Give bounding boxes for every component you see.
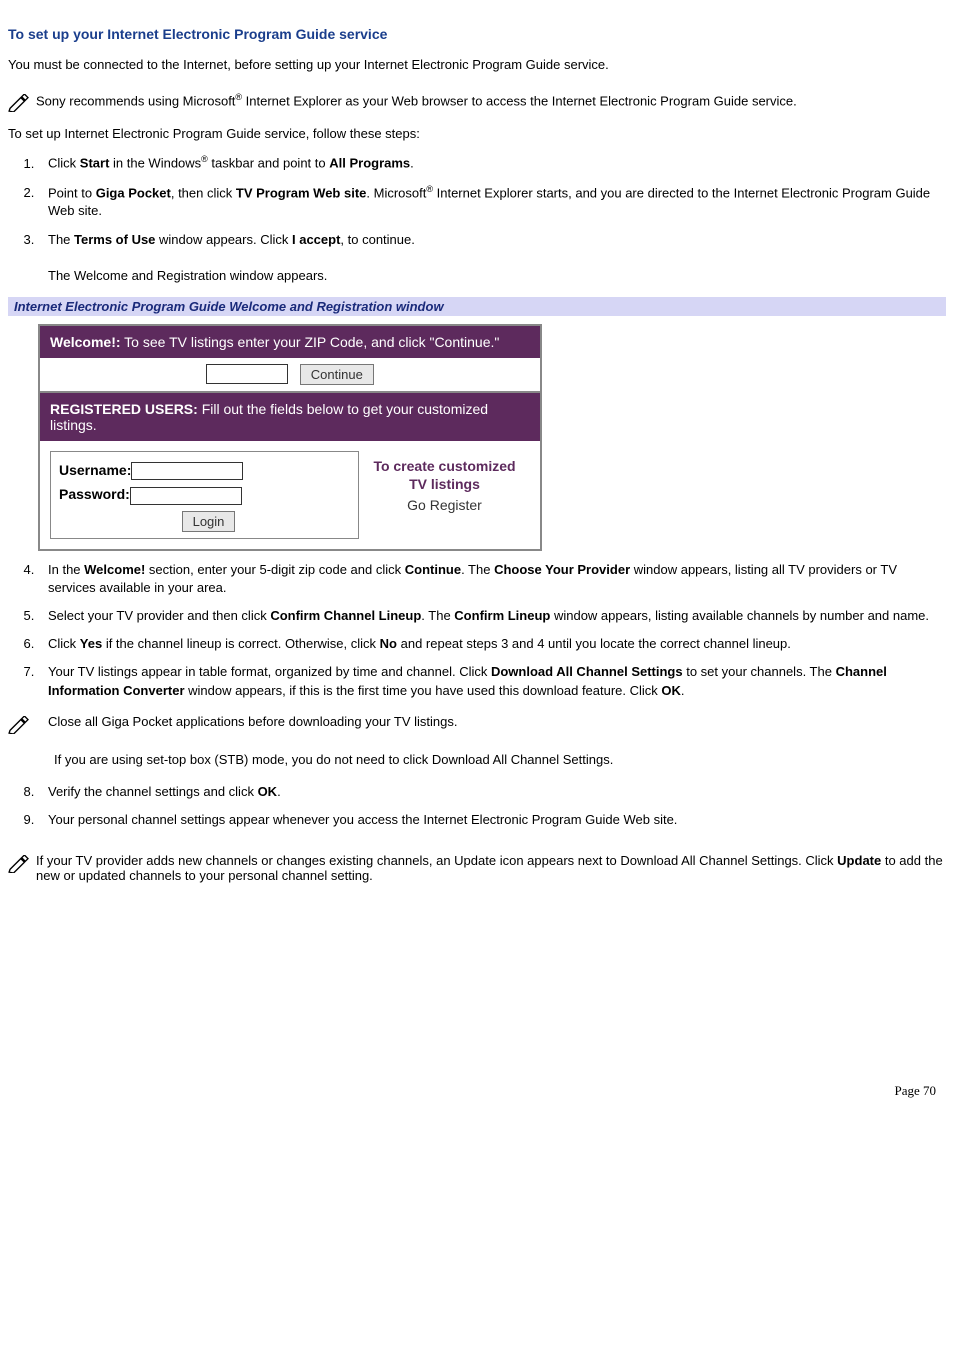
login-button[interactable]: Login [182,511,236,532]
page-number: Page 70 [8,1083,946,1099]
steps-intro: To set up Internet Electronic Program Gu… [8,125,946,143]
step-6: Click Yes if the channel lineup is corre… [38,635,946,653]
go-register-link[interactable]: Go Register [367,497,522,513]
zip-input[interactable] [206,364,288,384]
welcome-header: Welcome!: To see TV listings enter your … [40,326,540,358]
document-page: To set up your Internet Electronic Progr… [8,26,946,1099]
step-4: In the Welcome! section, enter your 5-di… [38,561,946,597]
note-block: Sony recommends using Microsoft® Interne… [8,92,946,115]
inline-note-sub: If you are using set-top box (STB) mode,… [54,751,946,769]
username-input[interactable] [131,462,243,480]
pencil-note-icon [8,92,36,115]
step-1: Click Start in the Windows® taskbar and … [38,153,946,173]
page-title: To set up your Internet Electronic Progr… [8,26,946,42]
username-label: Username: [59,462,131,478]
register-cta: To create customized TV listings Go Regi… [359,451,530,539]
step-9: Your personal channel settings appear wh… [38,811,946,829]
intro-text: You must be connected to the Internet, b… [8,56,946,74]
registered-header: REGISTERED USERS: Fill out the fields be… [40,393,540,441]
username-row: Username: [59,462,350,480]
step-3: The Terms of Use window appears. Click I… [38,231,946,285]
pencil-note-icon [8,853,36,876]
step-5: Select your TV provider and then click C… [38,607,946,625]
registration-widget: Welcome!: To see TV listings enter your … [38,324,542,551]
figure-caption: Internet Electronic Program Guide Welcom… [8,297,946,316]
step-8: Verify the channel settings and click OK… [38,783,946,801]
note-block-2: If your TV provider adds new channels or… [8,853,946,883]
password-input[interactable] [130,487,242,505]
login-area: Username: Password: Login To create cust… [40,441,540,549]
steps-list: Click Start in the Windows® taskbar and … [38,153,946,285]
password-row: Password: [59,486,350,504]
login-form: Username: Password: Login [50,451,359,539]
step-2: Point to Giga Pocket, then click TV Prog… [38,183,946,221]
inline-note-text: Close all Giga Pocket applications befor… [48,714,946,729]
inline-note-block: Close all Giga Pocket applications befor… [8,714,946,737]
continue-button[interactable]: Continue [300,364,374,385]
zip-row: Continue [40,358,540,393]
note-2-text: If your TV provider adds new channels or… [36,853,946,883]
steps-list-cont2: Verify the channel settings and click OK… [38,783,946,829]
password-label: Password: [59,486,130,502]
step-7: Your TV listings appear in table format,… [38,663,946,699]
steps-list-cont: In the Welcome! section, enter your 5-di… [38,561,946,700]
step-3-sub: The Welcome and Registration window appe… [48,267,946,285]
note-text: Sony recommends using Microsoft® Interne… [36,92,946,108]
pencil-note-icon [8,714,48,737]
custom-listings-text: To create customized TV listings [367,457,522,493]
